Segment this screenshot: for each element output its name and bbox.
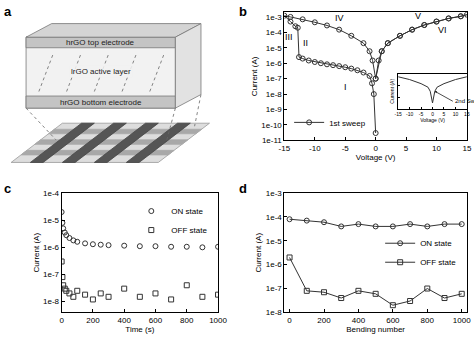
svg-text:Current (A): Current (A) [254,233,263,273]
svg-text:Current (A): Current (A) [389,79,395,104]
svg-text:I: I [344,82,347,92]
svg-text:-15: -15 [279,144,291,153]
svg-text:ON state: ON state [171,207,203,216]
svg-text:1e-10: 1e-10 [261,121,282,130]
svg-text:c: c [4,181,11,196]
svg-text:1e-4: 1e-4 [266,28,283,37]
svg-text:1e-3: 1e-3 [266,13,283,22]
svg-text:10: 10 [432,144,441,153]
svg-text:0: 0 [59,316,64,325]
svg-text:Voltage (V): Voltage (V) [420,117,445,123]
svg-text:d: d [239,181,247,196]
svg-text:ON state: ON state [420,239,452,248]
svg-text:II: II [303,38,308,48]
svg-text:1000: 1000 [209,316,227,325]
svg-text:400: 400 [352,316,366,325]
svg-text:2nd Sweep: 2nd Sweep [455,98,474,104]
svg-text:lrGO active layer: lrGO active layer [71,67,131,76]
svg-text:1e-4: 1e-4 [266,213,283,222]
svg-text:III: III [285,32,293,42]
svg-text:1e-3: 1e-3 [266,189,283,198]
svg-text:VI: VI [438,25,447,35]
svg-text:1e-6: 1e-6 [266,59,283,68]
svg-text:5: 5 [443,111,446,117]
svg-text:1e-6: 1e-6 [43,243,60,252]
svg-text:Voltage (V): Voltage (V) [356,153,396,162]
svg-text:hrGO bottom electrode: hrGO bottom electrode [60,98,142,107]
svg-text:1e-7: 1e-7 [266,284,283,293]
svg-text:-15: -15 [395,111,402,117]
svg-text:Current (A): Current (A) [250,56,259,96]
svg-text:1e-7: 1e-7 [266,74,283,83]
svg-text:Time (s): Time (s) [125,325,154,334]
svg-text:600: 600 [386,316,400,325]
svg-text:200: 200 [86,316,100,325]
svg-text:1e-8: 1e-8 [43,297,60,306]
svg-text:0: 0 [373,144,378,153]
svg-text:800: 800 [180,316,194,325]
svg-text:1st sweep: 1st sweep [329,119,366,128]
svg-text:1e-9: 1e-9 [266,105,283,114]
svg-text:-5: -5 [419,111,424,117]
svg-text:600: 600 [149,316,163,325]
svg-text:1e-8: 1e-8 [266,90,283,99]
svg-text:10: 10 [453,111,459,117]
svg-text:-5: -5 [342,144,350,153]
svg-text:-10: -10 [406,111,413,117]
svg-text:1e-6: 1e-6 [266,260,283,269]
svg-text:1e-8: 1e-8 [266,308,283,317]
svg-text:1e-5: 1e-5 [266,237,283,246]
svg-text:1e-7: 1e-7 [43,270,60,279]
svg-text:1e-4: 1e-4 [43,189,60,198]
svg-text:-10: -10 [309,144,321,153]
svg-text:b: b [239,4,247,19]
svg-text:1000: 1000 [453,316,471,325]
svg-text:Bending number: Bending number [346,325,405,334]
svg-text:1e-5: 1e-5 [43,216,60,225]
svg-text:V: V [415,11,421,21]
svg-text:1e-11: 1e-11 [262,136,282,145]
svg-text:Current (A): Current (A) [32,233,41,273]
svg-text:15: 15 [464,111,470,117]
svg-text:0: 0 [431,111,434,117]
svg-text:800: 800 [421,316,435,325]
svg-text:OFF state: OFF state [171,226,207,235]
svg-text:400: 400 [118,316,132,325]
svg-text:hrGO top electrode: hrGO top electrode [66,38,135,47]
svg-text:15: 15 [462,144,471,153]
svg-text:OFF state: OFF state [420,258,456,267]
svg-text:0: 0 [287,316,292,325]
svg-text:a: a [4,4,12,19]
svg-text:200: 200 [317,316,331,325]
svg-text:IV: IV [335,13,344,23]
svg-text:1e-5: 1e-5 [266,44,283,53]
svg-text:5: 5 [404,144,409,153]
